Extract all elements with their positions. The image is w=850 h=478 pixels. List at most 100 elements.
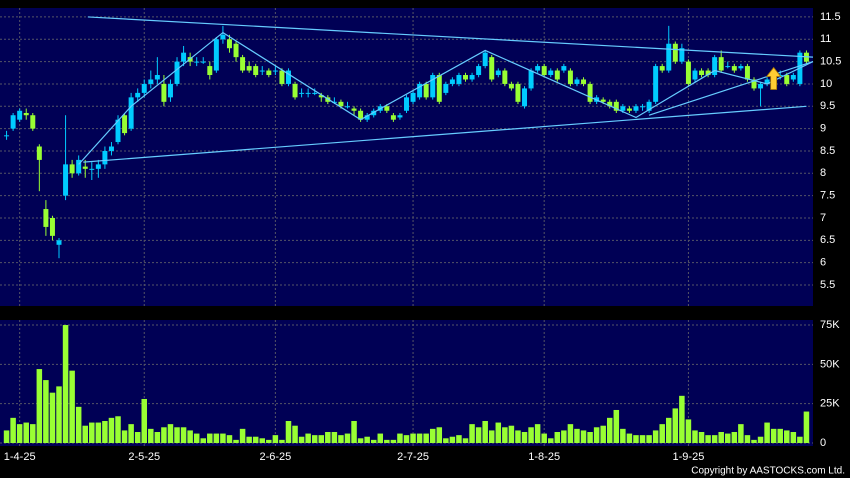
y-tick-label: 8.5 <box>820 145 835 157</box>
volume-bar <box>770 428 777 444</box>
y-tick-label: 8 <box>820 167 826 179</box>
volume-bar <box>515 430 521 444</box>
candle-body <box>489 57 495 80</box>
volume-bar <box>462 438 469 444</box>
volume-tick-label: 75K <box>820 319 840 331</box>
candle-body <box>200 61 206 63</box>
volume-bar <box>488 430 495 444</box>
volume-bar <box>790 432 797 444</box>
volume-bar <box>279 439 285 444</box>
volume-bar <box>89 422 95 444</box>
candle-body <box>272 70 278 72</box>
y-tick-label: 9 <box>820 123 826 135</box>
candle-body <box>567 70 573 84</box>
y-tick-label: 10.5 <box>820 56 841 68</box>
volume-bar <box>574 428 580 444</box>
volume-bar <box>652 430 659 444</box>
volume-bar <box>685 419 692 444</box>
candle-body <box>574 79 580 84</box>
candle-body <box>358 110 364 120</box>
volume-bar <box>731 432 738 444</box>
candle-body <box>135 92 141 98</box>
x-tick-label: 2-7-25 <box>397 451 429 463</box>
y-tick-label: 6.5 <box>820 234 835 246</box>
candle-body <box>167 83 173 98</box>
x-tick-label: 1-8-25 <box>528 451 560 463</box>
candle-body <box>279 70 285 84</box>
volume-bar <box>226 435 233 444</box>
candle-body <box>292 83 298 98</box>
candle-body <box>4 135 10 137</box>
volume-bar <box>10 417 16 444</box>
candle-body <box>725 66 731 68</box>
volume-bar <box>705 435 711 444</box>
y-tick-label: 7 <box>820 212 826 224</box>
volume-bar <box>331 432 338 444</box>
volume-bar <box>180 427 187 444</box>
volume-bar <box>803 411 810 444</box>
candle-body <box>640 106 646 108</box>
volume-bar <box>239 428 246 444</box>
y-tick-label: 10 <box>820 78 832 90</box>
volume-bar <box>521 432 528 444</box>
candle-body <box>82 166 88 169</box>
candle-body <box>128 97 134 129</box>
volume-bar <box>475 427 482 444</box>
candle-body <box>515 83 521 102</box>
volume-tick-label: 0 <box>820 437 826 449</box>
price-panel <box>0 8 813 306</box>
candle-body <box>738 66 744 69</box>
volume-bar <box>456 435 462 444</box>
candle-body <box>161 83 167 102</box>
volume-bar <box>554 432 561 444</box>
candle-body <box>764 79 770 84</box>
candle-body <box>685 61 691 84</box>
y-tick-label: 6 <box>820 257 826 269</box>
volume-bar <box>174 427 180 444</box>
volume-bar <box>692 430 698 444</box>
volume-bar <box>233 439 239 444</box>
volume-bar <box>134 432 141 444</box>
volume-bar <box>82 425 88 444</box>
candle-body <box>436 75 442 102</box>
volume-bar <box>711 435 718 444</box>
candle-body <box>784 75 790 84</box>
volume-bar <box>666 417 672 444</box>
candle-body <box>712 57 718 76</box>
candle-body <box>17 110 23 120</box>
volume-bar <box>377 433 384 444</box>
candle-body <box>633 106 639 111</box>
candle-body <box>561 66 567 71</box>
trend-line <box>87 16 814 58</box>
trend-line <box>78 31 814 165</box>
candle-body <box>148 79 154 84</box>
volume-bar <box>69 370 75 444</box>
y-tick-label: 11.5 <box>820 11 841 23</box>
candle-body <box>699 70 705 76</box>
volume-bar <box>16 424 23 444</box>
volume-bar <box>167 424 174 444</box>
candle-body <box>56 240 62 245</box>
volume-bar <box>23 422 29 444</box>
candle-body <box>213 39 219 71</box>
volume-bar <box>30 424 36 444</box>
arrow <box>765 66 782 90</box>
volume-bar <box>626 433 633 444</box>
candle-body <box>449 79 455 84</box>
volume-bar <box>620 428 626 444</box>
candle-body <box>95 164 101 169</box>
candle-body <box>226 39 232 49</box>
volume-bar <box>416 433 423 444</box>
volume-bar <box>561 430 567 444</box>
candle-body <box>476 66 482 76</box>
volume-bar <box>266 439 272 444</box>
volume-bar <box>154 432 161 444</box>
volume-bar <box>751 439 757 444</box>
candle-body <box>266 70 272 76</box>
volume-bar <box>121 430 128 444</box>
candle-body <box>443 83 449 93</box>
candle-body <box>528 70 534 89</box>
volume-bar <box>534 424 541 444</box>
volume-bar <box>797 436 803 444</box>
